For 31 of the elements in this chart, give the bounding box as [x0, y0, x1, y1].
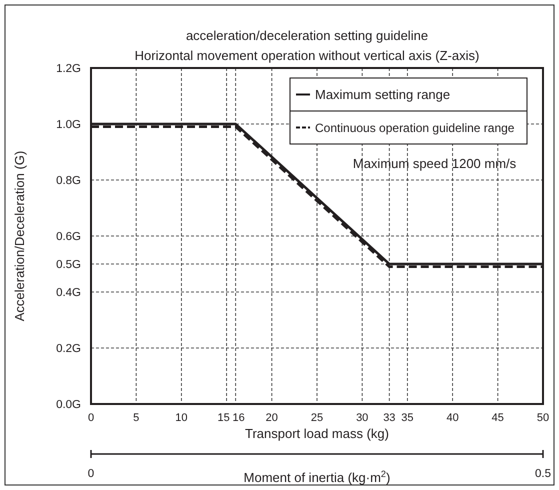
x-tick-label: 10	[175, 412, 188, 424]
x2-tick-label: 0	[88, 468, 94, 480]
x-axis-title: Transport load mass (kg)	[244, 426, 390, 441]
y-tick-label: 0.6G	[56, 231, 82, 243]
x-tick-label: 45	[492, 412, 504, 424]
y-tick-label: 0.2G	[56, 343, 82, 355]
x-tick-label: 25	[310, 412, 324, 424]
x-tick-label: 20	[266, 412, 278, 424]
x-tick-label: 33	[383, 412, 396, 424]
x-tick-label: 0	[88, 412, 94, 424]
x-tick-label: 50	[536, 412, 550, 424]
x-tick-label: 15	[217, 412, 230, 424]
y-tick-label: 1.2G	[56, 63, 82, 75]
y-tick-label: 1.0G	[56, 119, 82, 131]
x2-tick-label: 0.5	[535, 468, 551, 480]
chart-title: acceleration/deceleration setting guideline	[186, 28, 428, 43]
x-tick-label: 16	[232, 412, 245, 424]
y-axis-title: Acceleration/Deceleration (G)	[12, 150, 27, 322]
y-tick-label: 0.8G	[56, 175, 82, 187]
legend-label: Maximum setting range	[315, 87, 450, 102]
x-tick-label: 5	[133, 412, 140, 424]
annotation: Maximum speed 1200 mm/s	[352, 156, 517, 171]
chart-subtitle: Horizontal movement operation without vertical axis (Z-axis)	[134, 48, 480, 63]
x-tick-label: 35	[401, 412, 414, 424]
x2-axis-title: Moment of inertia (kg·m$^{2}$)	[244, 469, 390, 485]
y-tick-label: 0.4G	[56, 287, 82, 299]
x-tick-label: 40	[446, 412, 459, 424]
y-tick-label: 0.5G	[56, 259, 82, 271]
legend-label: Continuous operation guideline range	[315, 121, 515, 135]
y-tick-label: 0.0G	[56, 399, 82, 411]
x-tick-label: 30	[356, 412, 368, 424]
